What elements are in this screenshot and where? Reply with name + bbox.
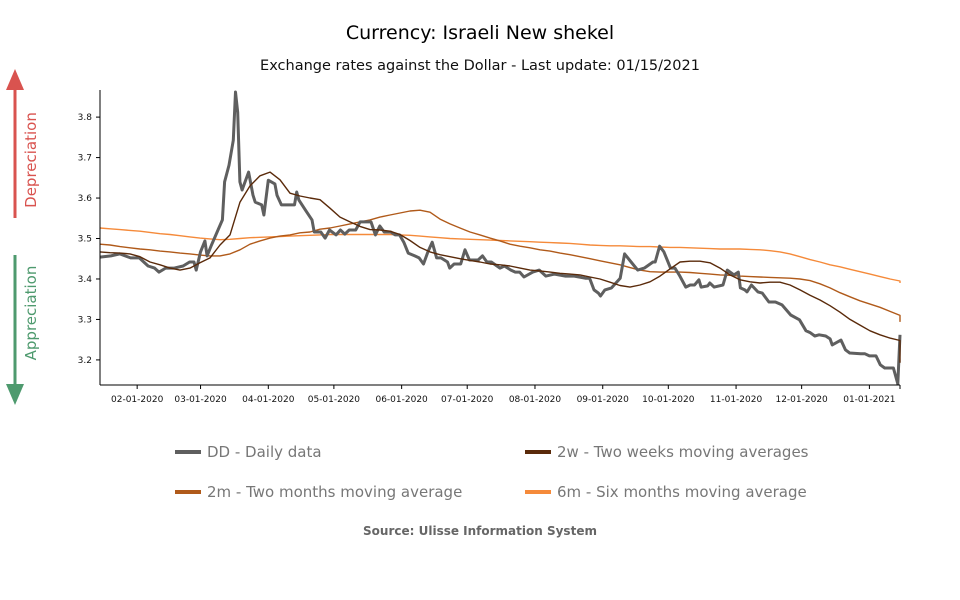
x-tick-label: 09-01-2020 [577, 395, 630, 405]
depreciation-arrow-icon [6, 69, 24, 218]
depreciation-label: Depreciation [22, 112, 40, 208]
chart-subtitle: Exchange rates against the Dollar - Last… [260, 58, 700, 74]
y-tick-label: 3.5 [78, 235, 92, 245]
x-tick-label: 05-01-2020 [308, 395, 361, 405]
legend-label: 6m - Six months moving average [557, 483, 807, 501]
source-note: Source: Ulisse Information System [363, 524, 597, 538]
x-tick-label: 03-01-2020 [174, 395, 227, 405]
appreciation-arrow-icon [6, 255, 24, 405]
plot-area [99, 90, 902, 386]
y-tick-label: 3.4 [78, 275, 93, 285]
x-tick-label: 01-01-2021 [843, 395, 895, 405]
y-tick-label: 3.3 [78, 315, 92, 325]
legend-label: 2m - Two months moving average [207, 483, 462, 501]
y-tick-label: 3.7 [78, 154, 92, 164]
series-line-dd [99, 90, 902, 386]
y-tick-label: 3.2 [78, 356, 92, 366]
series-line-6m [99, 227, 901, 283]
x-tick-label: 04-01-2020 [242, 395, 295, 405]
legend-label: DD - Daily data [207, 443, 322, 461]
x-tick-label: 10-01-2020 [642, 395, 695, 405]
x-tick-label: 11-01-2020 [710, 395, 763, 405]
chart-title: Currency: Israeli New shekel [346, 22, 614, 44]
legend: DD - Daily data 2w - Two weeks moving ave… [175, 443, 809, 501]
legend-item-dd[interactable]: DD - Daily data [175, 443, 322, 461]
legend-item-2w[interactable]: 2w - Two weeks moving averages [525, 443, 809, 461]
x-tick-label: 07-01-2020 [441, 395, 494, 405]
series-line-2w [99, 171, 901, 363]
x-tick-label: 12-01-2020 [775, 395, 828, 405]
series-line-2m [99, 209, 901, 322]
legend-item-2m[interactable]: 2m - Two months moving average [175, 483, 462, 501]
appreciation-label: Appreciation [22, 266, 40, 361]
x-tick-label: 08-01-2020 [509, 395, 562, 405]
legend-item-6m[interactable]: 6m - Six months moving average [525, 483, 807, 501]
x-tick-label: 06-01-2020 [375, 395, 428, 405]
x-tick-label: 02-01-2020 [111, 395, 164, 405]
y-tick-label: 3.8 [78, 113, 93, 123]
axes: 3.2 3.3 3.4 3.5 3.6 3.7 3.8 02-01-2020 03-01-202… [78, 90, 901, 405]
legend-label: 2w - Two weeks moving averages [557, 443, 809, 461]
y-tick-label: 3.6 [78, 194, 93, 204]
